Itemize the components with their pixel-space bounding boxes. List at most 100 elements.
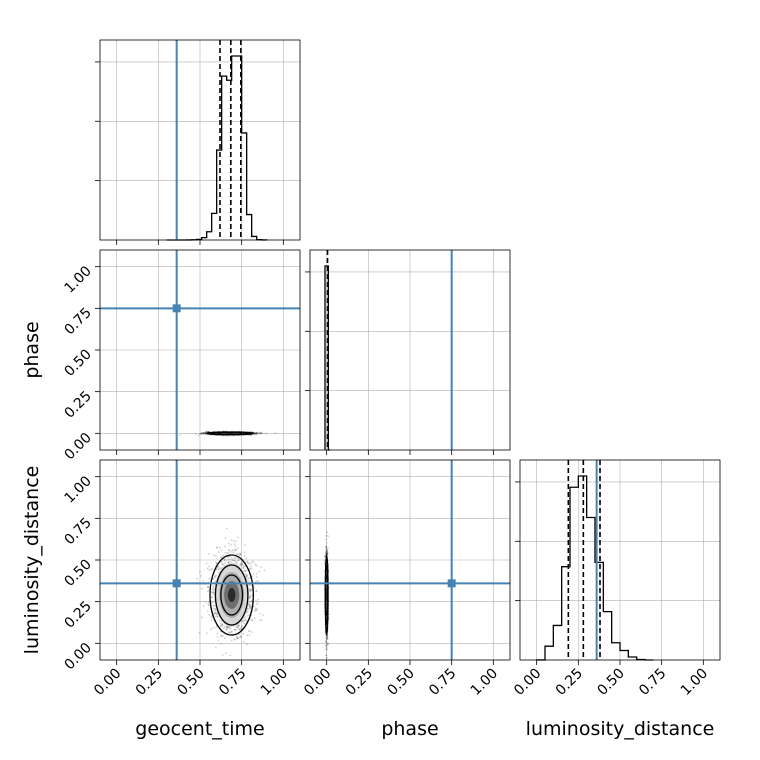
sample-point [244,543,246,546]
sample-point [243,617,246,620]
sample-point [233,628,236,631]
scatter-panel-geocent-time-vs-luminosity-distance: 0.00 0.25 0.50 0.75 1.000.000.250.500.751.00 [61,459,301,699]
sample-point [202,604,205,607]
density-level [227,588,236,602]
sample-point [251,560,254,563]
sample-point [239,628,242,631]
sample-point [199,433,201,436]
sample-point [237,624,239,627]
sample-point [249,590,252,593]
sample-point [246,643,248,646]
histogram-step [166,55,268,241]
sample-point [255,432,258,435]
sample-point [259,432,262,434]
sample-point [202,432,205,435]
sample-point [219,546,221,549]
sample-point [233,543,236,546]
sample-point [251,631,254,633]
sample-point [207,585,209,588]
sample-point [221,624,223,627]
sample-point [242,619,245,622]
sample-point [234,545,237,548]
sample-point [250,607,252,610]
sample-point [248,606,251,609]
x-axis-label-phase: phase [381,718,438,740]
sample-point [237,547,239,550]
sample-point [229,628,232,630]
sample-point [237,536,239,539]
sample-point [213,554,215,557]
sample-point [236,557,239,559]
sample-point [242,567,244,570]
y-tick-label: 0.50 [61,557,94,590]
sample-point [238,628,241,631]
sample-point [245,611,248,614]
sample-point [248,589,251,591]
y-tick-label: 0.25 [61,598,94,631]
sample-point [263,569,266,572]
sample-point [257,598,260,601]
sample-point [202,432,205,435]
sample-point [255,432,258,435]
sample-point [220,635,223,637]
sample-point [214,609,217,612]
sample-point [216,546,218,549]
y-tick-label: 0.00 [61,640,94,673]
sample-point [198,570,201,573]
sample-point [237,624,240,627]
sample-point [326,553,329,555]
sample-point [210,616,213,619]
y-tick-label: 0.75 [61,515,94,548]
sample-point [245,619,248,622]
sample-point [207,585,210,588]
sample-point [200,432,203,435]
sample-point [221,654,224,656]
hist-panel-phase [305,249,511,455]
sample-point [200,432,203,435]
sample-point [226,625,228,628]
sample-point [234,638,237,641]
sample-point [247,562,250,564]
sample-point [236,635,239,638]
sample-point [194,433,197,435]
sample-point [254,433,257,436]
sample-point [323,555,326,557]
contour-line [220,574,244,616]
truth-marker [172,304,181,313]
sample-point [204,431,207,434]
sample-point [326,643,329,646]
sample-point [233,629,236,631]
sample-point [326,552,329,555]
sample-point [236,553,239,556]
sample-point [324,640,327,643]
sample-point [251,620,254,622]
sample-point [226,552,228,554]
sample-point [221,561,223,564]
x-tick-label: 0.75 [636,666,669,699]
sample-point [240,635,243,638]
sample-point [234,549,236,551]
sample-point [257,580,260,583]
sample-point [229,631,232,634]
y-tick-label: 0.50 [61,347,94,380]
sample-point [247,579,250,582]
sample-point [221,563,224,565]
sample-point [228,626,231,629]
sample-point [325,550,328,553]
sample-point [225,558,228,561]
sample-point [200,575,203,577]
sample-point [230,630,233,633]
sample-point [253,432,256,435]
sample-point [221,563,223,566]
x-tick-label: 0.25 [553,666,586,699]
sample-point [259,612,262,615]
sample-point [248,601,251,603]
sample-point [255,589,258,592]
sample-point [213,605,216,607]
sample-point [227,561,230,563]
sample-point [202,432,204,435]
x-tick-label: 0.50 [384,666,417,699]
sample-point [325,548,328,551]
sample-point [229,560,232,563]
sample-point [235,549,238,552]
